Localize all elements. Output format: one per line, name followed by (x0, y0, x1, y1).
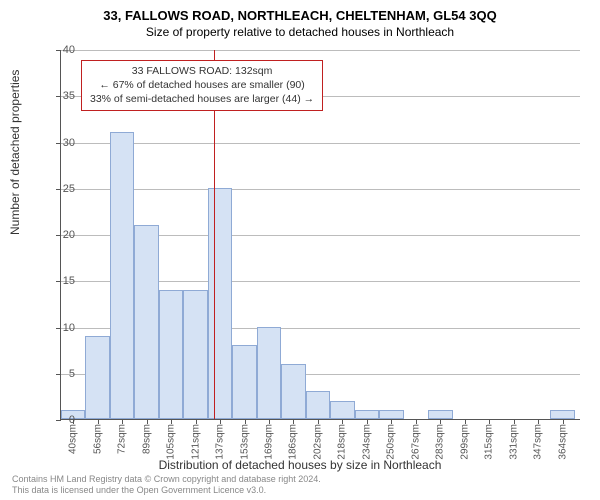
histogram-bar (330, 401, 354, 420)
xtick-label: 40sqm (68, 424, 79, 454)
xtick-label: 169sqm (264, 424, 275, 460)
callout-line-3: 33% of semi-detached houses are larger (… (90, 92, 314, 106)
ytick-label: 25 (45, 183, 75, 195)
histogram-chart: 40sqm56sqm72sqm89sqm105sqm121sqm137sqm15… (60, 50, 580, 420)
xtick-label: 105sqm (166, 424, 177, 460)
x-axis-label: Distribution of detached houses by size … (0, 458, 600, 472)
xtick-label: 72sqm (117, 424, 128, 454)
xtick-label: 234sqm (361, 424, 372, 460)
attribution-footer: Contains HM Land Registry data © Crown c… (12, 474, 321, 496)
xtick-label: 137sqm (215, 424, 226, 460)
histogram-bar (428, 410, 452, 419)
histogram-bar (85, 336, 109, 419)
xtick-label: 89sqm (141, 424, 152, 454)
ytick-label: 15 (45, 275, 75, 287)
ytick-label: 30 (45, 137, 75, 149)
xtick-label: 202sqm (312, 424, 323, 460)
ytick-label: 0 (45, 414, 75, 426)
ytick-label: 20 (45, 229, 75, 241)
xtick-label: 299sqm (459, 424, 470, 460)
ytick-label: 35 (45, 90, 75, 102)
ytick-label: 10 (45, 322, 75, 334)
xtick-label: 186sqm (288, 424, 299, 460)
xtick-label: 347sqm (533, 424, 544, 460)
histogram-bar (306, 391, 330, 419)
ytick-label: 40 (45, 44, 75, 56)
xtick-label: 153sqm (239, 424, 250, 460)
histogram-bar (281, 364, 305, 420)
histogram-bar (159, 290, 183, 420)
xtick-label: 218sqm (337, 424, 348, 460)
xtick-label: 315sqm (484, 424, 495, 460)
gridline (61, 143, 580, 144)
histogram-bar (183, 290, 207, 420)
xtick-label: 267sqm (410, 424, 421, 460)
histogram-bar (208, 188, 232, 419)
histogram-bar (110, 132, 134, 419)
plot-area: 40sqm56sqm72sqm89sqm105sqm121sqm137sqm15… (60, 50, 580, 420)
xtick-label: 56sqm (92, 424, 103, 454)
histogram-bar (355, 410, 379, 419)
y-axis-label: Number of detached properties (8, 70, 22, 235)
page-title: 33, FALLOWS ROAD, NORTHLEACH, CHELTENHAM… (0, 0, 600, 23)
ytick-label: 5 (45, 368, 75, 380)
page-subtitle: Size of property relative to detached ho… (0, 23, 600, 39)
gridline (61, 189, 580, 190)
histogram-bar (232, 345, 256, 419)
xtick-label: 364sqm (557, 424, 568, 460)
histogram-bar (134, 225, 158, 419)
xtick-label: 250sqm (386, 424, 397, 460)
xtick-label: 331sqm (508, 424, 519, 460)
histogram-bar (550, 410, 574, 419)
callout-line-2: ← 67% of detached houses are smaller (90… (90, 78, 314, 92)
callout-box: 33 FALLOWS ROAD: 132sqm← 67% of detached… (81, 60, 323, 111)
gridline (61, 50, 580, 51)
xtick-label: 283sqm (435, 424, 446, 460)
histogram-bar (257, 327, 281, 420)
footer-line-2: This data is licensed under the Open Gov… (12, 485, 321, 496)
xtick-label: 121sqm (190, 424, 201, 460)
footer-line-1: Contains HM Land Registry data © Crown c… (12, 474, 321, 485)
histogram-bar (379, 410, 403, 419)
callout-line-1: 33 FALLOWS ROAD: 132sqm (90, 64, 314, 78)
